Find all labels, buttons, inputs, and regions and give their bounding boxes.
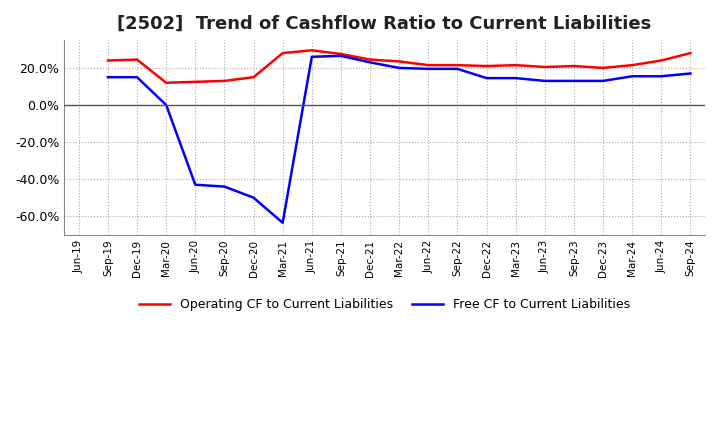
Operating CF to Current Liabilities — [279, 51, 287, 56]
Line: Operating CF to Current Liabilities: Operating CF to Current Liabilities — [108, 50, 690, 83]
Free CF to Current Liabilities — [686, 71, 695, 76]
Free CF to Current Liabilities — [307, 54, 316, 59]
Operating CF to Current Liabilities — [511, 62, 520, 68]
Free CF to Current Liabilities — [424, 66, 433, 71]
Free CF to Current Liabilities — [599, 78, 608, 84]
Operating CF to Current Liabilities — [249, 74, 258, 80]
Free CF to Current Liabilities — [628, 73, 636, 79]
Operating CF to Current Liabilities — [162, 80, 171, 85]
Free CF to Current Liabilities — [541, 78, 549, 84]
Operating CF to Current Liabilities — [191, 79, 199, 84]
Legend: Operating CF to Current Liabilities, Free CF to Current Liabilities: Operating CF to Current Liabilities, Fre… — [134, 293, 635, 316]
Operating CF to Current Liabilities — [395, 59, 403, 64]
Free CF to Current Liabilities — [104, 74, 112, 80]
Free CF to Current Liabilities — [337, 53, 346, 59]
Operating CF to Current Liabilities — [132, 57, 141, 62]
Operating CF to Current Liabilities — [686, 51, 695, 56]
Free CF to Current Liabilities — [657, 73, 665, 79]
Free CF to Current Liabilities — [511, 76, 520, 81]
Operating CF to Current Liabilities — [220, 78, 229, 84]
Operating CF to Current Liabilities — [541, 64, 549, 70]
Operating CF to Current Liabilities — [482, 63, 491, 69]
Operating CF to Current Liabilities — [337, 51, 346, 57]
Free CF to Current Liabilities — [395, 65, 403, 70]
Title: [2502]  Trend of Cashflow Ratio to Current Liabilities: [2502] Trend of Cashflow Ratio to Curren… — [117, 15, 652, 33]
Free CF to Current Liabilities — [279, 220, 287, 225]
Free CF to Current Liabilities — [249, 195, 258, 200]
Free CF to Current Liabilities — [453, 66, 462, 71]
Operating CF to Current Liabilities — [307, 48, 316, 53]
Free CF to Current Liabilities — [366, 60, 374, 65]
Free CF to Current Liabilities — [220, 184, 229, 189]
Operating CF to Current Liabilities — [424, 62, 433, 68]
Free CF to Current Liabilities — [482, 76, 491, 81]
Operating CF to Current Liabilities — [628, 62, 636, 68]
Operating CF to Current Liabilities — [570, 63, 578, 69]
Operating CF to Current Liabilities — [104, 58, 112, 63]
Operating CF to Current Liabilities — [366, 57, 374, 62]
Free CF to Current Liabilities — [191, 182, 199, 187]
Free CF to Current Liabilities — [132, 74, 141, 80]
Operating CF to Current Liabilities — [453, 62, 462, 68]
Free CF to Current Liabilities — [570, 78, 578, 84]
Operating CF to Current Liabilities — [657, 58, 665, 63]
Free CF to Current Liabilities — [162, 103, 171, 108]
Line: Free CF to Current Liabilities: Free CF to Current Liabilities — [108, 56, 690, 223]
Operating CF to Current Liabilities — [599, 65, 608, 70]
